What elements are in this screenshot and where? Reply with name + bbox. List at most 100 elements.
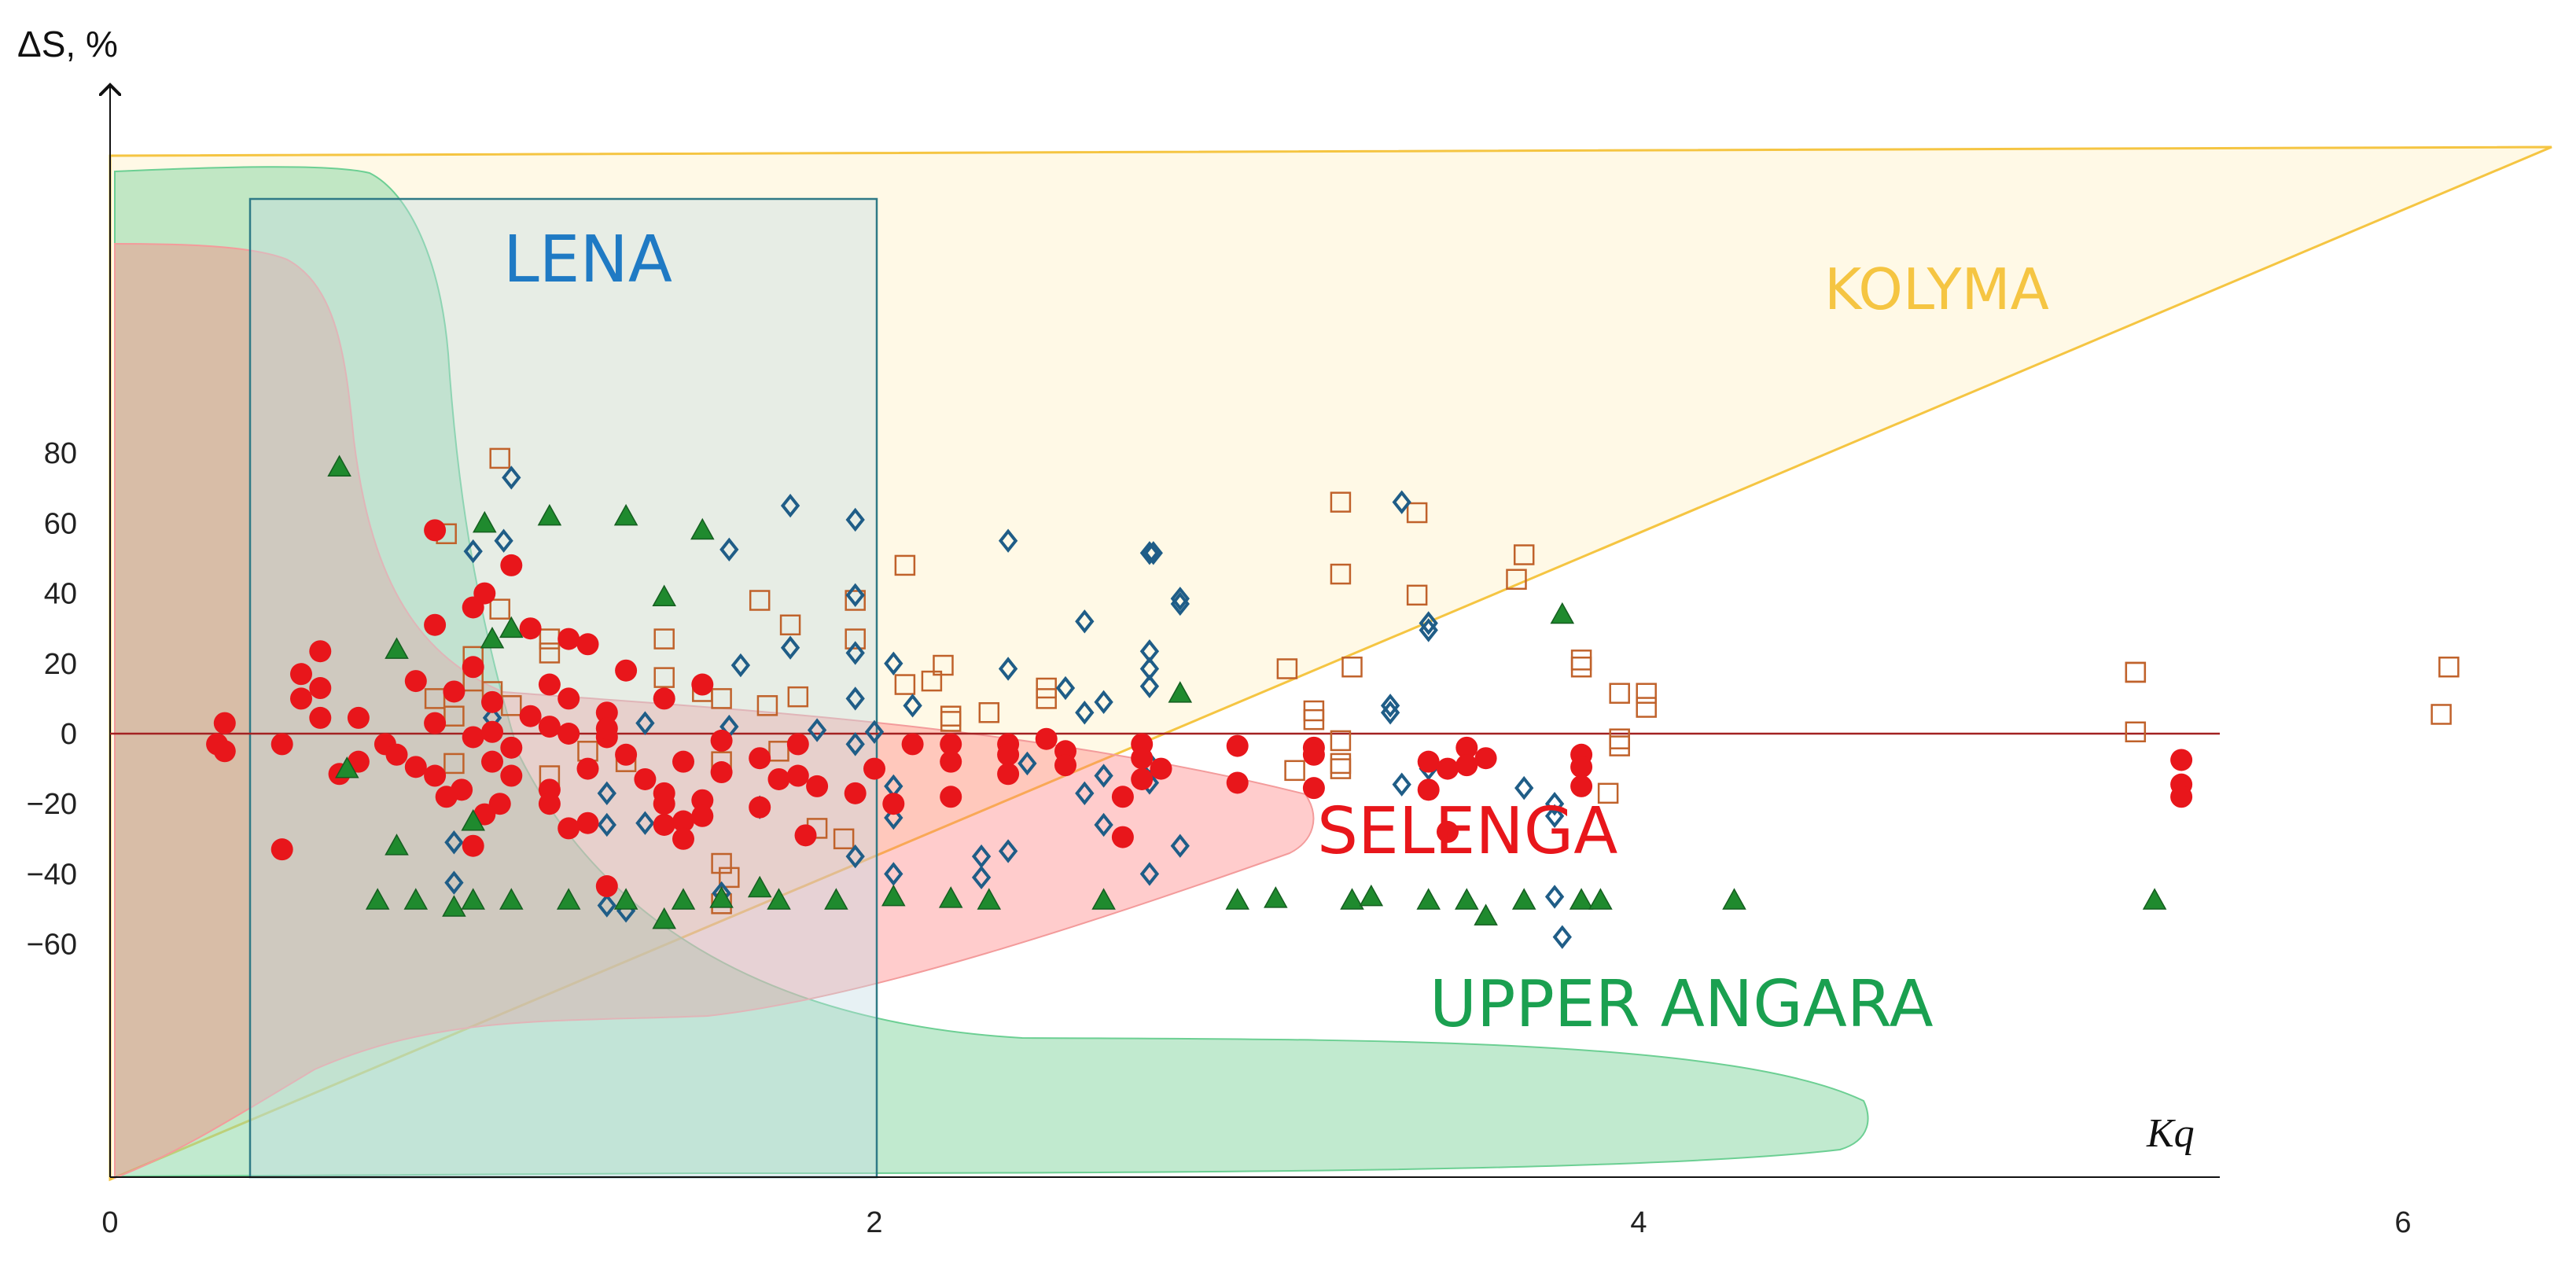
kolyma-point bbox=[2438, 657, 2460, 678]
selenga-point bbox=[500, 764, 523, 787]
kolyma-point bbox=[978, 701, 1000, 723]
selenga-point bbox=[435, 786, 458, 808]
selenga-point bbox=[672, 827, 694, 850]
selenga-point bbox=[691, 673, 714, 696]
selenga-point bbox=[2170, 786, 2193, 808]
selenga-point bbox=[424, 764, 447, 787]
selenga-point bbox=[882, 793, 905, 815]
selenga-point bbox=[2170, 749, 2193, 771]
lena-point bbox=[597, 781, 616, 806]
upper-angara-point bbox=[881, 884, 906, 907]
selenga-point bbox=[519, 705, 542, 727]
lena-point bbox=[1170, 591, 1190, 616]
kolyma-point bbox=[921, 670, 943, 692]
selenga-point bbox=[634, 767, 657, 790]
kolyma-point bbox=[933, 654, 954, 676]
upper-angara-point bbox=[1340, 888, 1364, 910]
kolyma-point bbox=[719, 867, 740, 889]
y-axis-label: ΔS, % bbox=[17, 24, 118, 64]
lena-point bbox=[1075, 701, 1095, 725]
lena-point bbox=[730, 653, 751, 678]
selenga-point bbox=[710, 729, 733, 752]
x-tick-label: 2 bbox=[866, 1206, 882, 1239]
y-tick-label: −60 bbox=[27, 929, 77, 962]
upper-angara-point bbox=[1359, 884, 1384, 907]
kolyma-point bbox=[1636, 697, 1657, 718]
selenga-point bbox=[940, 750, 962, 773]
selenga-point bbox=[213, 712, 236, 734]
selenga-point bbox=[997, 763, 1020, 786]
lena-point bbox=[864, 719, 885, 744]
lena-point bbox=[884, 805, 903, 830]
lena-label: LENA bbox=[503, 223, 672, 297]
selenga-point bbox=[595, 717, 618, 740]
selenga-point bbox=[1302, 777, 1325, 800]
upper-angara-point bbox=[613, 503, 638, 526]
lena-point bbox=[807, 718, 827, 742]
selenga-point bbox=[519, 617, 542, 640]
selenga-point bbox=[576, 633, 599, 656]
selenga-point bbox=[1474, 747, 1497, 770]
lena-region bbox=[248, 197, 878, 1179]
selenga-point bbox=[500, 554, 523, 576]
selenga-point bbox=[462, 596, 484, 619]
selenga-point bbox=[404, 670, 427, 693]
kolyma-point bbox=[833, 828, 855, 850]
selenga-point bbox=[309, 640, 332, 663]
kolyma-point bbox=[539, 642, 561, 664]
lena-point bbox=[1139, 674, 1160, 698]
selenga-point bbox=[270, 733, 293, 756]
selenga-label: SELENGA bbox=[1317, 794, 1617, 869]
lena-point bbox=[1419, 611, 1438, 635]
lena-point bbox=[635, 711, 655, 735]
lena-point bbox=[845, 732, 865, 756]
selenga-point bbox=[481, 690, 503, 713]
selenga-point bbox=[1111, 826, 1134, 848]
y-tick-label: −40 bbox=[27, 858, 77, 891]
kolyma-point bbox=[2125, 661, 2147, 683]
lena-point bbox=[1055, 675, 1076, 701]
selenga-point bbox=[424, 519, 447, 542]
selenga-point bbox=[794, 824, 817, 847]
lena-point bbox=[1544, 791, 1565, 816]
selenga-point bbox=[1417, 750, 1440, 773]
lena-point bbox=[444, 830, 464, 855]
selenga-point bbox=[1417, 778, 1440, 801]
y-tick-label: −20 bbox=[27, 788, 77, 821]
selenga-point bbox=[347, 750, 370, 773]
selenga-point bbox=[538, 793, 561, 815]
upper-angara-point bbox=[767, 888, 791, 910]
lena-point bbox=[1139, 541, 1160, 565]
upper-angara-point bbox=[613, 888, 638, 910]
x-tick-labels: 0246810 bbox=[101, 1206, 2411, 1239]
selenga-point bbox=[1226, 771, 1249, 794]
selenga-point bbox=[213, 740, 236, 763]
kolyma-point bbox=[1609, 735, 1630, 756]
selenga-point bbox=[710, 761, 733, 784]
lena-point bbox=[1094, 812, 1113, 837]
lena-point bbox=[1094, 764, 1113, 788]
selenga-point bbox=[481, 720, 503, 743]
upper-angara-point bbox=[556, 888, 581, 910]
kolyma-point bbox=[489, 447, 510, 469]
upper-angara-point bbox=[1569, 888, 1594, 910]
selenga-point bbox=[1302, 743, 1325, 766]
kolyma-point bbox=[845, 590, 866, 611]
selenga-point bbox=[309, 706, 332, 729]
lena-point bbox=[1170, 834, 1190, 858]
kolyma-point bbox=[711, 688, 732, 709]
lena-point bbox=[1514, 775, 1534, 800]
selenga-point bbox=[1455, 754, 1478, 777]
selenga-point bbox=[691, 789, 714, 811]
kolyma-point bbox=[1330, 563, 1352, 585]
upper-angara-point bbox=[1588, 888, 1613, 910]
selenga-point bbox=[538, 716, 561, 738]
upper-angara-point bbox=[1511, 888, 1536, 910]
selenga-point bbox=[1437, 757, 1459, 780]
selenga-point bbox=[558, 687, 580, 710]
y-tick-label: 20 bbox=[44, 648, 77, 681]
upper-angara-point bbox=[461, 888, 485, 910]
selenga-point bbox=[558, 627, 580, 650]
selenga-point bbox=[1054, 754, 1076, 777]
